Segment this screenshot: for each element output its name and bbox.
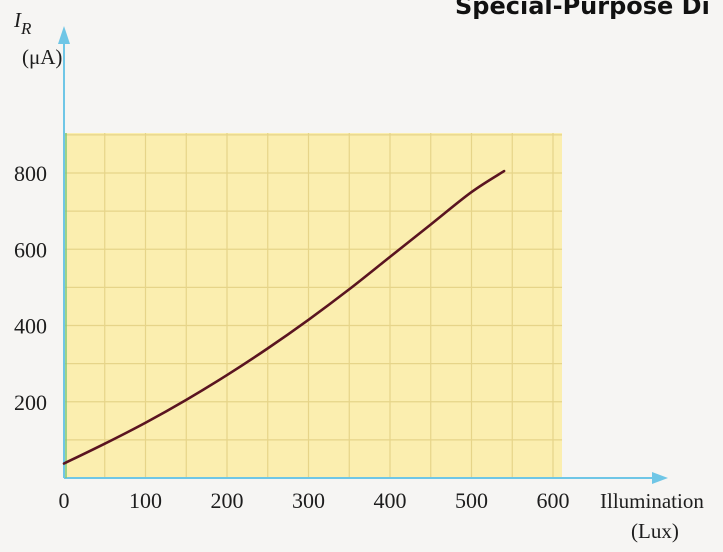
x-tick-label: 400 (374, 488, 407, 513)
x-tick-label: 600 (537, 488, 570, 513)
x-axis-label: Illumination (600, 489, 704, 513)
x-axis-unit: (Lux) (631, 519, 679, 543)
y-axis-symbol: I (13, 8, 22, 32)
grid-lines (63, 133, 562, 479)
y-axis-label: IR (13, 8, 32, 38)
x-axis-arrow-icon (652, 472, 668, 484)
y-axis-subscript: R (20, 19, 32, 38)
x-tick-label: 0 (59, 488, 70, 513)
x-tick-label: 500 (455, 488, 488, 513)
y-tick-label: 600 (14, 237, 47, 262)
series-line (62, 169, 506, 465)
x-tick-label: 100 (129, 488, 162, 513)
y-tick-label: 800 (14, 161, 47, 186)
y-axis-unit: (μA) (22, 45, 62, 69)
x-tick-label: 200 (211, 488, 244, 513)
header-text: Special-Purpose Di (455, 0, 710, 20)
axes (58, 26, 668, 484)
y-axis-arrow-icon (58, 26, 70, 44)
x-tick-labels: 0 100 200 300 400 500 600 (59, 488, 570, 513)
y-tick-label: 400 (14, 314, 47, 339)
y-tick-labels: 200 400 600 800 (14, 161, 47, 415)
x-tick-label: 300 (292, 488, 325, 513)
y-tick-label: 200 (14, 390, 47, 415)
